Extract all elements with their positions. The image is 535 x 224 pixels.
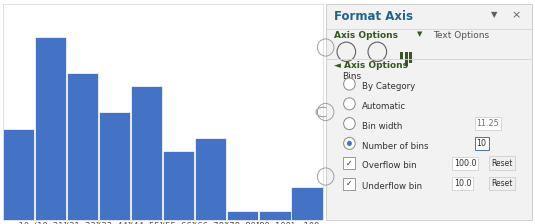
Bar <box>100 112 131 220</box>
Circle shape <box>343 137 355 149</box>
Text: ✓: ✓ <box>346 159 352 168</box>
Text: Underflow bin: Underflow bin <box>362 182 422 191</box>
Text: Bins: Bins <box>342 72 361 81</box>
Bar <box>35 37 66 220</box>
Text: ×: × <box>511 10 521 20</box>
FancyBboxPatch shape <box>343 178 355 190</box>
Text: Reset: Reset <box>492 159 513 168</box>
Bar <box>195 138 226 220</box>
Text: ◄ Axis Options: ◄ Axis Options <box>334 61 408 71</box>
Bar <box>3 129 34 220</box>
Text: Axis Options: Axis Options <box>334 31 398 40</box>
Circle shape <box>343 98 355 110</box>
Bar <box>67 73 98 220</box>
Text: Format Axis: Format Axis <box>334 10 413 23</box>
Title: Chart Title: Chart Title <box>130 0 195 3</box>
Bar <box>259 211 291 220</box>
Text: By Category: By Category <box>362 82 415 91</box>
FancyBboxPatch shape <box>326 4 532 220</box>
Circle shape <box>347 141 352 146</box>
FancyBboxPatch shape <box>400 52 403 60</box>
Text: ✓: ✓ <box>346 179 352 188</box>
Text: Bin width: Bin width <box>362 122 402 131</box>
Text: 100.0: 100.0 <box>454 159 476 168</box>
Text: Overflow bin: Overflow bin <box>362 162 416 170</box>
Text: ▼: ▼ <box>491 10 498 19</box>
Text: Automatic: Automatic <box>362 102 406 111</box>
Circle shape <box>343 118 355 130</box>
Text: Number of bins: Number of bins <box>362 142 429 151</box>
FancyBboxPatch shape <box>343 157 355 169</box>
Circle shape <box>343 78 355 90</box>
Bar <box>292 187 323 220</box>
Text: Text Options: Text Options <box>433 31 489 40</box>
Text: Reset: Reset <box>492 179 513 188</box>
Bar <box>131 86 162 220</box>
Text: 10: 10 <box>477 139 486 148</box>
FancyBboxPatch shape <box>404 52 408 66</box>
Bar <box>163 151 194 220</box>
Text: 11.25: 11.25 <box>477 119 499 128</box>
FancyBboxPatch shape <box>409 52 412 62</box>
Text: 10.0: 10.0 <box>454 179 471 188</box>
Text: ▼: ▼ <box>417 31 422 37</box>
Bar <box>227 211 258 220</box>
